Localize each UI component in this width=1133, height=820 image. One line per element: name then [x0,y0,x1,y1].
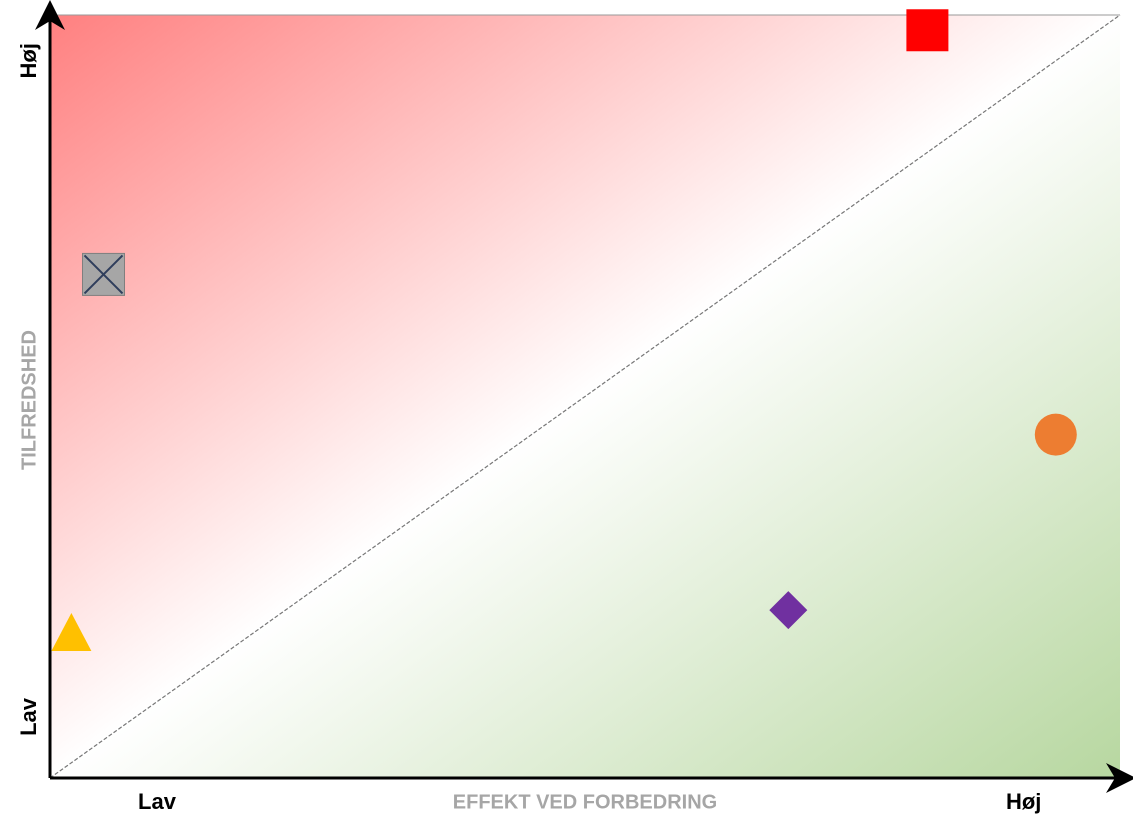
marker [906,9,949,52]
y-tick-label: Lav [16,697,41,736]
marker [82,252,125,296]
x-tick-label: Høj [1006,789,1041,814]
diagonal [49,14,1121,779]
x-tick-label: Lav [138,789,177,814]
marker [51,613,92,652]
y-axis-label: TILFREDSHED [18,330,40,470]
marker [769,591,808,630]
marker [1034,413,1077,456]
x-axis-label: EFFEKT VED FORBEDRING [453,791,717,813]
y-tick-label: Høj [16,43,41,78]
